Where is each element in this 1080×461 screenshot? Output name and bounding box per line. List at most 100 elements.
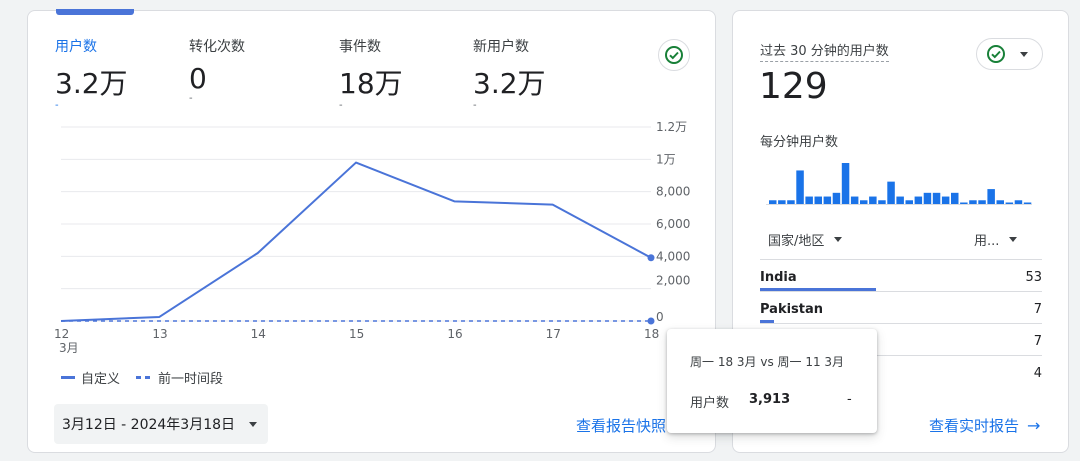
country-name: India (760, 270, 797, 285)
realtime-title[interactable]: 过去 30 分钟的用户数 (760, 40, 889, 62)
x-tick-label: 17 (546, 327, 561, 341)
per-minute-bar-chart (766, 163, 1032, 205)
tooltip-value: 3,913 (749, 392, 791, 407)
minute-bar (996, 200, 1004, 204)
y-tick-label: 2,000 (656, 274, 690, 288)
minute-bar (769, 200, 777, 204)
country-users-value: 7 (1033, 334, 1042, 349)
realtime-value: 129 (759, 66, 828, 107)
minute-bar (923, 192, 932, 204)
country-users-value: 53 (1025, 270, 1042, 285)
country-row[interactable]: Pakistan 7 (760, 291, 1042, 323)
metric-delta: - (189, 93, 193, 104)
country-header-label: 国家/地区 (768, 234, 825, 249)
legend-solid-swatch (61, 376, 75, 379)
minute-bar (905, 200, 913, 204)
y-tick-label: 8,000 (656, 185, 690, 199)
minute-bar (1005, 202, 1014, 204)
y-tick-label: 1万 (656, 152, 676, 166)
view-realtime-link[interactable]: 查看实时报告 → (929, 415, 1040, 436)
x-tick-label: 16 (447, 327, 462, 341)
x-tick-label: 12 (54, 327, 69, 341)
country-users-value: 7 (1033, 302, 1042, 317)
metric-value: 0 (189, 62, 207, 95)
country-name: Pakistan (760, 302, 824, 317)
minute-bar (860, 200, 868, 204)
metric-new-users[interactable]: 新用户数 3.2万 - (473, 36, 546, 111)
minute-bar (1023, 202, 1032, 204)
x-tick-label: 18 (644, 327, 659, 341)
minute-bar (969, 200, 977, 204)
legend-dashed-swatch (136, 376, 153, 379)
minute-bar (960, 202, 968, 204)
minute-bar (832, 192, 841, 204)
legend-previous-label: 前一时间段 (158, 372, 224, 387)
status-check-dropdown[interactable] (976, 38, 1043, 70)
metric-label: 新用户数 (473, 39, 529, 55)
minute-bar (914, 196, 923, 204)
users-header-label: 用... (974, 234, 1000, 249)
arrow-right-icon: → (1027, 416, 1041, 435)
users-column-header[interactable]: 用... (974, 230, 1018, 249)
status-check-button[interactable] (658, 39, 690, 71)
active-metric-indicator (56, 9, 134, 15)
date-range-label: 3月12日 - 2024年3月18日 (62, 417, 236, 433)
y-tick-label: 4,000 (656, 249, 690, 263)
metric-users[interactable]: 用户数 3.2万 - (55, 36, 128, 111)
check-circle-icon (665, 46, 683, 64)
view-snapshot-label: 查看报告快照 (576, 417, 667, 435)
metric-label: 用户数 (55, 39, 97, 55)
metric-label: 转化次数 (189, 39, 245, 55)
country-column-header[interactable]: 国家/地区 (768, 230, 843, 249)
users-line-chart: 0 2,000 4,000 6,000 8,000 1万 1.2万 12 13 14 15 16 17 1… (54, 120, 690, 355)
metric-delta: - (473, 100, 477, 111)
y-tick-label: 6,000 (656, 217, 690, 231)
minute-bar (778, 200, 786, 204)
minute-bar (978, 200, 986, 204)
metric-value: 3.2万 (55, 67, 128, 100)
caret-down-icon (249, 421, 258, 427)
caret-down-icon (1009, 237, 1018, 242)
x-tick-label: 13 (152, 327, 167, 341)
y-tick-label: 0 (656, 310, 664, 324)
metric-events[interactable]: 事件数 18万 - (339, 36, 403, 111)
current-endpoint-marker (647, 254, 655, 262)
chart-legend: 自定义 前一时间段 (61, 368, 223, 387)
metric-conversions[interactable]: 转化次数 0 - (189, 36, 245, 104)
metric-label: 事件数 (339, 39, 381, 55)
country-share-bar (760, 320, 775, 323)
minute-bar (823, 196, 832, 204)
legend-current-label: 自定义 (81, 372, 121, 387)
y-tick-label: 1.2万 (656, 120, 687, 134)
minute-bar (896, 196, 904, 204)
previous-endpoint-marker (647, 317, 655, 325)
per-minute-label: 每分钟用户数 (760, 135, 839, 150)
tooltip-previous-value: - (847, 392, 852, 407)
overview-card: 用户数 3.2万 - 转化次数 0 - 事件数 18万 - 新用户数 3.2万 … (27, 9, 716, 453)
x-tick-label: 14 (251, 327, 266, 341)
minute-bar (887, 181, 895, 204)
metric-value: 18万 (339, 67, 403, 100)
minute-bar (805, 196, 813, 204)
minute-bar (796, 170, 804, 204)
caret-down-icon (834, 237, 843, 242)
minute-bar (850, 196, 859, 204)
minute-bar (878, 200, 886, 204)
minute-bar (941, 196, 950, 204)
minute-bar (869, 196, 877, 204)
view-realtime-label: 查看实时报告 (929, 417, 1020, 435)
current-period-line (60, 161, 652, 322)
caret-down-icon (1020, 51, 1028, 57)
date-range-dropdown[interactable]: 3月12日 - 2024年3月18日 (54, 404, 268, 444)
minute-bar (987, 189, 995, 204)
country-share-bar (760, 288, 876, 291)
country-row[interactable]: India 53 (760, 259, 1042, 291)
tooltip-label: 用户数 (690, 396, 730, 411)
minute-bar (951, 192, 959, 204)
metric-delta: - (339, 100, 343, 111)
minute-bar (1014, 200, 1023, 204)
metric-value: 3.2万 (473, 67, 546, 100)
x-tick-label: 15 (349, 327, 364, 341)
x-month-label: 3月 (59, 341, 79, 355)
tooltip-title: 周一 18 3月 vs 周一 11 3月 (690, 355, 845, 369)
